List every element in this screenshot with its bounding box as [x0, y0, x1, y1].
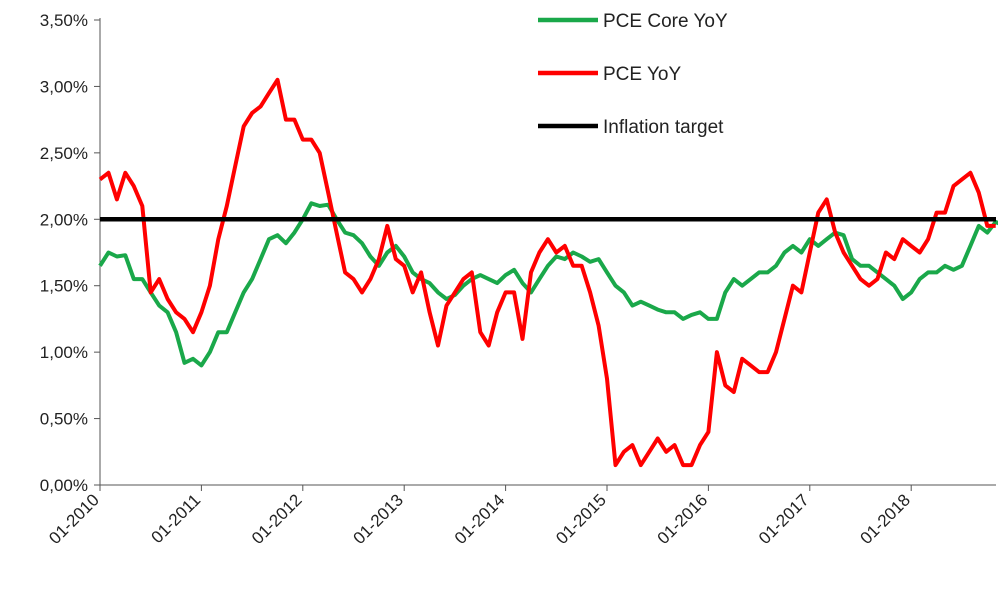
x-tick-label: 01-2010: [45, 490, 103, 548]
x-tick-label: 01-2013: [349, 490, 407, 548]
x-tick-label: 01-2016: [654, 490, 712, 548]
y-tick-label: 1,50%: [40, 277, 88, 296]
y-tick-label: 2,50%: [40, 144, 88, 163]
y-axis: 0,00% 0,50% 1,00% 1,50% 2,00% 2,50% 3,00% 3,50%: [40, 11, 101, 495]
legend-label-pce-yoy: PCE YoY: [603, 64, 681, 85]
legend: PCE Core YoY PCE YoY Inflation target: [538, 11, 728, 138]
y-tick-label: 0,00%: [40, 476, 88, 495]
y-tick-label: 3,50%: [40, 11, 88, 30]
x-tick-label: 01-2015: [552, 490, 610, 548]
legend-label-pce-core-yoy: PCE Core YoY: [603, 11, 728, 32]
x-tick-label: 01-2012: [248, 490, 306, 548]
series-layer: [98, 77, 998, 468]
legend-label-inflation-target: Inflation target: [603, 117, 724, 138]
y-tick-label: 3,00%: [40, 77, 88, 96]
y-tick-label: 1,00%: [40, 343, 88, 362]
x-tick-label: 01-2011: [148, 490, 205, 547]
x-tick-label: 01-2018: [856, 490, 914, 548]
x-tick-label: 01-2014: [451, 490, 509, 548]
series-line-pce-core-yoy: [98, 201, 998, 368]
y-tick-label: 0,50%: [40, 410, 88, 429]
series-line-pce-yoy: [98, 77, 996, 468]
x-tick-label: 01-2017: [755, 490, 813, 548]
y-tick-label: 2,00%: [40, 210, 88, 229]
x-axis: 01-2010 01-2011 01-2012 01-2013 01-2014 01-20…: [45, 484, 996, 548]
